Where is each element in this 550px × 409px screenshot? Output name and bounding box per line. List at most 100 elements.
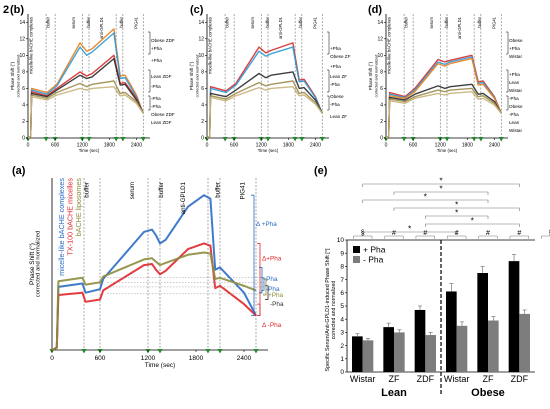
annotation-d: -Pha	[509, 96, 519, 101]
annotation-d: +Pha	[509, 72, 520, 77]
y-axis-label-a: Phase Shift (°)	[28, 243, 36, 285]
annotation-c: -Pha	[330, 82, 340, 87]
y-tick-label-e: 7	[340, 277, 344, 284]
annotation-b: Lean ZDF	[151, 74, 172, 79]
annotation-c: -Pha	[330, 102, 340, 107]
x-tick-label-b: 1200	[77, 143, 88, 149]
series-line-d	[385, 87, 502, 139]
legend-swatch-e	[353, 246, 360, 253]
step-marker-d	[444, 137, 450, 142]
annotation-d: Wistar	[509, 128, 522, 133]
y-axis-label-c: Phase Shift (°)	[189, 61, 194, 90]
y-tick-label-c: 0	[201, 136, 204, 142]
y-axis-label-d: Phase Shift (°)	[368, 61, 373, 90]
bar-plus-pha	[383, 327, 394, 372]
significance-bracket	[425, 223, 520, 227]
y-tick-label-b: 12	[19, 36, 25, 42]
y-tick-label-c: 12	[198, 36, 204, 42]
y-tick-label-e: 3	[340, 330, 344, 337]
bar-plus-pha	[414, 309, 426, 372]
step-label-c: PIG41	[313, 16, 318, 29]
significance-mark: *	[455, 200, 459, 210]
series-line-b	[27, 86, 144, 139]
panel-label-b: (b)	[10, 4, 24, 16]
x-tick-label-a: 1800	[189, 355, 204, 362]
x-tick-label-d: 1800	[462, 143, 473, 149]
step-marker-a	[157, 349, 163, 354]
step-label-d: PIG41	[492, 16, 497, 29]
bar-minus-pha	[488, 320, 499, 372]
legend-label-e: - Pha	[363, 255, 384, 265]
step-label-b: buffer	[86, 16, 91, 27]
step-marker-b	[43, 137, 49, 142]
annotation-d: -Pha	[509, 112, 519, 117]
y-tick-label-c: 8	[201, 69, 204, 75]
annotation-b: +Pha	[151, 58, 162, 63]
bracket-c	[327, 95, 330, 111]
x-axis-label-d: Time (sec)	[437, 148, 458, 153]
y-tick-label-d: 4	[380, 103, 383, 109]
pair-mark: #	[392, 230, 396, 237]
bracket-a	[261, 277, 265, 291]
y-tick-label-c: 14	[198, 20, 204, 26]
panel-label-a: (a)	[12, 165, 26, 177]
step-label-d: serum	[429, 16, 434, 28]
step-marker-a	[217, 349, 223, 354]
annotation-c: Obese ZF	[330, 54, 351, 59]
y-tick-label-b: 0	[22, 136, 25, 142]
annotation-b: Obese ZDF	[151, 38, 175, 43]
step-label-b: serum	[71, 16, 76, 28]
panel-label-e: (e)	[314, 165, 328, 177]
x-tick-label-b: 1800	[104, 143, 115, 149]
legend-item-a: bACHE liposomes	[74, 178, 83, 237]
bracket-label-a: Δ -Pha	[262, 322, 282, 329]
step-label-b: buffer	[119, 16, 124, 27]
x-tick-label-d: 600	[409, 143, 418, 149]
panel-a: (a) 0 600 1200 1800 2400 Time (sec) Phase Shif…	[12, 165, 284, 369]
bracket-b	[148, 95, 151, 111]
x-tick-label-e: ZDF	[417, 374, 435, 384]
step-label-a: anti-GPLD1	[180, 181, 187, 214]
x-tick-label-b: 600	[51, 143, 60, 149]
group-label-obese: Obese	[471, 387, 505, 399]
pair-mark: §	[361, 230, 365, 237]
y-tick-label-d: 10	[377, 53, 383, 59]
annotation-d: Lean	[509, 120, 520, 125]
x-tick-label-c: 0	[206, 143, 209, 149]
step-marker-b	[113, 137, 119, 142]
step-label-c: buffer	[298, 16, 303, 27]
bracket-c	[327, 69, 330, 93]
bar-minus-pha	[394, 332, 405, 372]
pair-bracket	[353, 235, 373, 239]
series-line-a	[51, 242, 257, 351]
step-marker-c	[265, 137, 271, 142]
panel-b: (b) micelle-like bACHE complexes buffer se…	[10, 4, 175, 153]
annotation-b: Lean ZDF	[151, 120, 172, 125]
pair-mark: §	[549, 230, 550, 237]
bar-minus-pha	[425, 335, 436, 372]
step-marker-c	[292, 137, 298, 142]
panel-e: (e) 0 1 2 3 4 5 6 7 8 9 10 Specific Serum/Anti-GPLD…	[314, 165, 550, 399]
y-tick-label-d: 14	[377, 20, 383, 26]
x-tick-label-c: 2400	[310, 143, 321, 149]
x-tick-label-e: Wistar	[350, 374, 376, 384]
bracket-b	[148, 69, 151, 93]
pair-mark: #	[455, 230, 459, 237]
pair-mark: #	[486, 230, 490, 237]
bracket-label-a: Δ +Pha	[256, 221, 277, 228]
step-label-d: buffer	[477, 16, 482, 27]
bar-minus-pha	[456, 325, 468, 372]
figure-number: 2	[3, 4, 9, 16]
y-axis-label-e: Specific Serum/Anti-GPLD1-induced Phase …	[325, 248, 331, 371]
series-line-b	[27, 57, 144, 139]
step-marker-d	[478, 137, 484, 142]
bar-plus-pha	[477, 273, 488, 372]
step-marker-c	[222, 137, 228, 142]
step-marker-a	[253, 349, 259, 354]
legend-label-e: + Pha	[363, 245, 386, 255]
annotation-c: Obese	[330, 94, 344, 99]
series-line-b	[27, 80, 144, 139]
significance-mark: *	[424, 192, 428, 202]
bar-minus-pha	[519, 313, 530, 372]
